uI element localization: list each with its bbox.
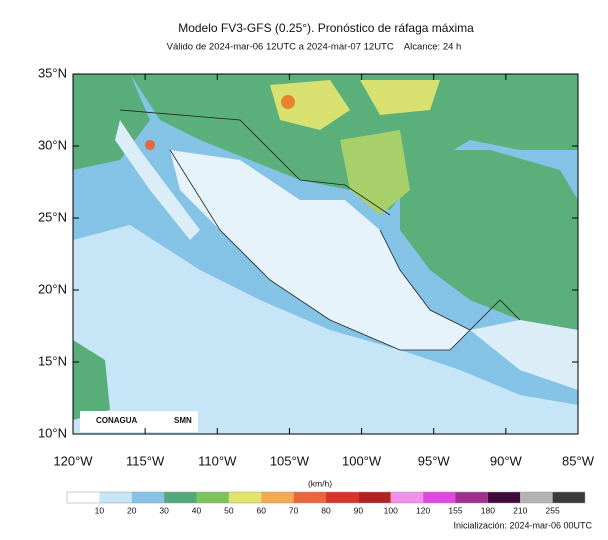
footer: Inicialización: 2024-mar-06 00UTC	[453, 520, 592, 530]
colorbar-tick-label: 90	[354, 505, 364, 515]
colorbar-tick-label: 210	[513, 505, 527, 515]
lat-label: 25°N	[38, 209, 67, 224]
pacific-calm	[73, 225, 578, 434]
lon-label: 90°W	[490, 453, 523, 468]
lon-label: 95°W	[418, 453, 451, 468]
colorbar-box	[261, 492, 294, 503]
coastline	[169, 149, 471, 351]
colorbar-tick-label: 100	[384, 505, 398, 515]
colorbar-tick-label: 10	[95, 505, 105, 515]
lon-label: 115°W	[126, 453, 165, 468]
lat-label: 20°N	[38, 281, 67, 296]
colorbar-box	[390, 492, 424, 503]
gust-orange	[281, 95, 295, 109]
colorbar-tick-label: 60	[257, 505, 267, 515]
gulf-green	[400, 150, 578, 330]
colorbar-box	[293, 492, 326, 503]
central-america	[470, 320, 578, 390]
colorbar-box	[67, 492, 100, 503]
lon-label: 100°W	[342, 453, 382, 468]
colorbar-tick-label: 50	[224, 505, 234, 515]
lat-label: 30°N	[38, 137, 67, 152]
subtitle: Válido de 2024-mar-06 12UTC a 2024-mar-0…	[167, 42, 462, 53]
logo-conagua: CONAGUA	[96, 416, 138, 425]
colorbar-box	[164, 492, 197, 503]
logo-smn: SMN	[174, 416, 192, 425]
colorbar-tick-label: 120	[416, 505, 430, 515]
logo-box	[80, 411, 198, 432]
colorbar-box	[326, 492, 359, 503]
logos: CONAGUA SMN	[80, 411, 198, 432]
colorbar-tick-label: 30	[159, 505, 169, 515]
colorbar-tick-label: 180	[481, 505, 495, 515]
colorbar-box	[196, 492, 229, 503]
lon-label: 105°W	[270, 453, 310, 468]
gust-yellow	[360, 80, 440, 115]
colorbar-tick-label: 80	[321, 505, 331, 515]
baja-california	[115, 120, 200, 240]
axes: 35°N 30°N 25°N 20°N 15°N 10°N 120°W 115°W 110°W 1…	[38, 65, 595, 468]
colorbar-box	[520, 492, 553, 503]
pacific-green	[73, 74, 150, 170]
colorbar-frame	[66, 491, 586, 504]
colorbar-box	[455, 492, 488, 503]
colorbar-tick-label: 255	[546, 505, 560, 515]
colorbar-box	[487, 492, 521, 503]
mexico-land	[170, 150, 470, 350]
map: CONAGUA SMN	[72, 73, 579, 435]
colorbar-box	[228, 492, 262, 503]
map-frame	[72, 73, 579, 435]
lon-label: 120°W	[53, 453, 93, 468]
lat-label: 15°N	[38, 353, 67, 368]
pacific-green-south	[73, 340, 110, 420]
colorbar-box	[99, 492, 132, 503]
colorbar-tick-label: 40	[192, 505, 202, 515]
title: Modelo FV3-GFS (0.25°). Pronóstico de rá…	[178, 21, 474, 35]
border	[119, 109, 391, 216]
colorbar-tick-label: 70	[289, 505, 299, 515]
colorbar-unit: (km/h)	[308, 478, 332, 488]
colorbar-box	[552, 492, 585, 503]
colorbar-tick-label: 20	[127, 505, 137, 515]
colorbar: 10 20 30 40 50 60 70 80 90 100 120 155 180 210 255	[66, 491, 586, 515]
colorbar-tick-label: 155	[448, 505, 462, 515]
lat-label: 35°N	[38, 65, 67, 80]
lon-label: 110°W	[198, 453, 237, 468]
colorbar-box	[423, 492, 456, 503]
colorbar-box	[131, 492, 165, 503]
colorbar-box	[358, 492, 391, 503]
lat-label: 10°N	[38, 425, 67, 440]
coastline	[379, 229, 521, 331]
lon-label: 85°W	[562, 453, 595, 468]
gust-yellow	[270, 80, 350, 130]
gust-red	[145, 140, 155, 150]
